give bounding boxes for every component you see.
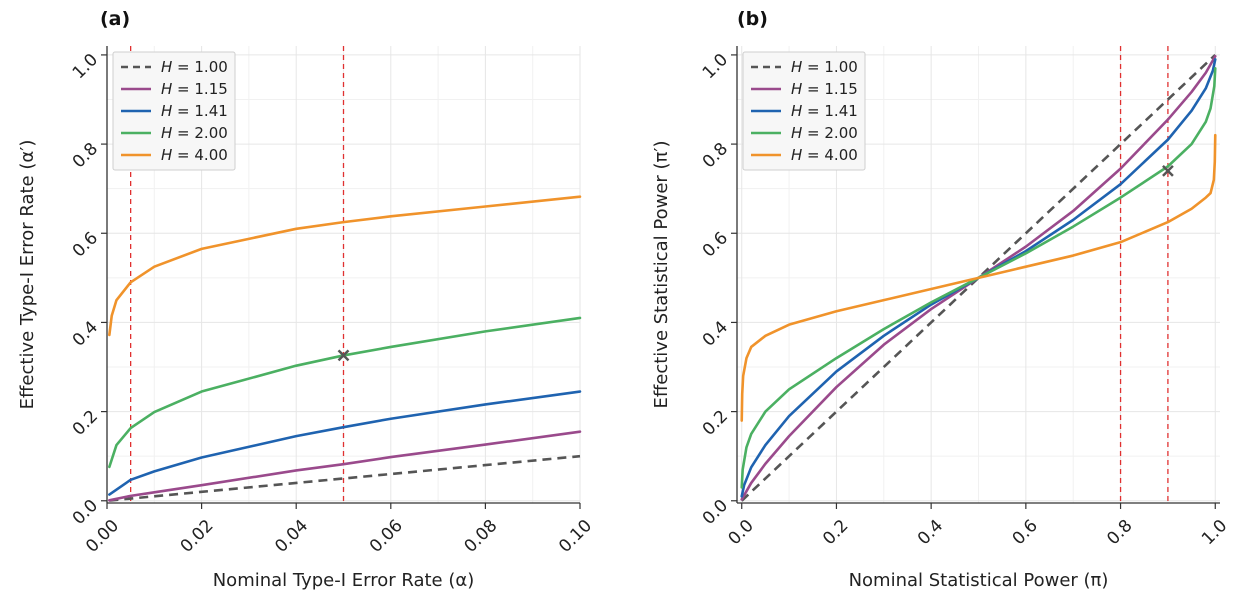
legend-label: H = 4.00 (161, 146, 228, 164)
chart-panel-a: 0.00 0.02 0.04 0.06 0.08 0.100.00.20.40.60.81… (17, 8, 596, 591)
legend-label: H = 2.00 (161, 124, 228, 142)
series-line-h-4.00 (740, 133, 1217, 422)
series-line-h-4.00 (108, 195, 582, 337)
legend-h-symbol: H (161, 146, 172, 164)
legend-h-value: = 1.00 (802, 58, 858, 76)
legend-h-symbol: H (161, 102, 172, 120)
x-tick-label: 0.2 (819, 516, 852, 549)
legend-h-value: = 2.00 (802, 124, 858, 142)
legend-h-symbol: H (791, 102, 802, 120)
y-tick-label: 0.4 (699, 317, 732, 350)
legend-h-symbol: H (161, 58, 172, 76)
y-tick-label: 0.2 (699, 407, 732, 440)
legend-h-symbol: H (791, 58, 802, 76)
marker-stroke (337, 349, 350, 362)
x-tick-label: 0.06 (366, 516, 407, 557)
x-tick-label: 0.08 (461, 516, 502, 557)
x-tick-label: 0.10 (555, 516, 596, 557)
legend-h-value: = 4.00 (172, 146, 228, 164)
x-tick-label: 0.4 (914, 516, 947, 549)
x-tick-label: 0.04 (271, 516, 312, 557)
series-line-h-1.00 (740, 53, 1217, 502)
highlight-marker (1162, 164, 1174, 177)
legend-box (112, 51, 236, 171)
legend-h-symbol: H (791, 146, 802, 164)
legend-box (742, 51, 866, 171)
y-tick-label: 0.4 (69, 317, 102, 350)
legend: H = 1.00H = 1.15H = 1.41H = 2.00H = 4.00 (112, 51, 236, 171)
series-line-h-1.15 (108, 430, 582, 502)
legend-h-symbol: H (791, 80, 802, 98)
legend-h-value: = 1.00 (172, 58, 228, 76)
legend-label: H = 1.00 (161, 58, 228, 76)
legend-h-symbol: H (161, 80, 172, 98)
legend-label: H = 1.41 (161, 102, 228, 120)
legend-h-symbol: H (791, 124, 802, 142)
x-tick-label: 0.8 (1103, 516, 1136, 549)
legend-label: H = 1.15 (161, 80, 228, 98)
y-tick-label: 0.6 (69, 228, 102, 261)
series-line-h-1.41 (108, 390, 582, 496)
y-tick-label: 0.0 (69, 496, 102, 529)
legend-label: H = 2.00 (791, 124, 858, 142)
series-line-h-1.00 (109, 454, 581, 502)
legend-h-value: = 1.15 (172, 80, 228, 98)
legend-h-value: = 1.41 (172, 102, 228, 120)
legend-label: H = 1.00 (791, 58, 858, 76)
highlight-marker (337, 349, 350, 362)
x-tick-label: 0.0 (724, 516, 757, 549)
y-tick-label: 1.0 (69, 50, 102, 83)
y-tick-label: 0.6 (699, 228, 732, 261)
y-tick-label: 0.8 (699, 139, 732, 172)
marker-stroke (1162, 164, 1174, 177)
legend-h-value: = 2.00 (172, 124, 228, 142)
legend-label: H = 1.15 (791, 80, 858, 98)
y-tick-label: 0.0 (699, 496, 732, 529)
legend-label: H = 1.41 (791, 102, 858, 120)
y-axis-label: Effective Statistical Power (π′) (651, 140, 672, 408)
x-tick-label: 0.02 (177, 516, 218, 557)
legend-label: H = 4.00 (791, 146, 858, 164)
legend-h-symbol: H (161, 124, 172, 142)
legend-h-value: = 1.15 (802, 80, 858, 98)
x-axis-label: Nominal Statistical Power (π) (849, 570, 1109, 591)
x-tick-label: 0.6 (1009, 516, 1042, 549)
panel-label: (b) (737, 8, 768, 30)
y-axis-label: Effective Type-I Error Rate (α′) (17, 140, 38, 410)
chart-panel-b: 0.0 0.2 0.4 0.6 0.8 1.0 0.0 0.2 0.4 0.6 0.8 1.0 Nomi… (651, 8, 1231, 591)
legend-h-value: = 4.00 (802, 146, 858, 164)
panel-label: (a) (100, 8, 130, 30)
series-line-h-2.00 (108, 316, 582, 469)
legend: H = 1.00H = 1.15H = 1.41H = 2.00H = 4.00 (742, 51, 866, 171)
y-tick-label: 0.8 (69, 139, 102, 172)
x-axis-label: Nominal Type-I Error Rate (α) (213, 570, 475, 591)
x-tick-label: 1.0 (1198, 516, 1231, 549)
y-tick-label: 0.2 (69, 407, 102, 440)
legend-h-value: = 1.41 (802, 102, 858, 120)
y-tick-label: 1.0 (699, 50, 732, 83)
